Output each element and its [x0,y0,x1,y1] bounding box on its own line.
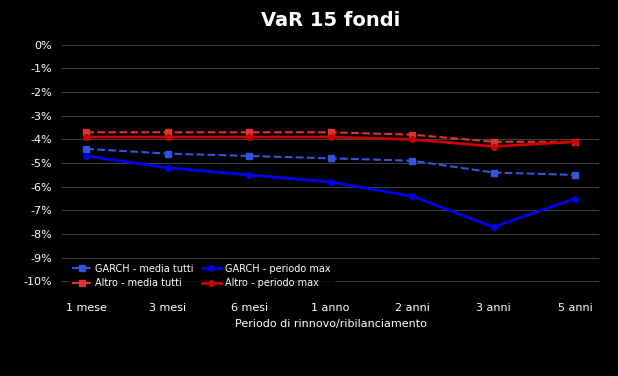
GARCH - media tutti [83,147,90,151]
Line: GARCH - media tutti: GARCH - media tutti [83,146,578,178]
GARCH - periodo max [490,225,497,229]
GARCH - periodo max [408,194,416,199]
Altro - periodo max [245,135,253,139]
Line: Altro - periodo max: Altro - periodo max [83,134,578,149]
GARCH - periodo max [164,165,171,170]
Altro - periodo max [571,139,578,144]
Altro - media tutti [83,130,90,135]
Altro - media tutti [164,130,171,135]
GARCH - media tutti [490,170,497,175]
Altro - periodo max [408,137,416,142]
GARCH - media tutti [571,173,578,177]
Altro - media tutti [327,130,334,135]
Altro - media tutti [408,132,416,137]
Line: GARCH - periodo max: GARCH - periodo max [83,153,578,230]
GARCH - periodo max [571,196,578,201]
Altro - media tutti [490,139,497,144]
Altro - periodo max [164,135,171,139]
GARCH - media tutti [408,158,416,163]
GARCH - periodo max [327,180,334,184]
Altro - periodo max [327,135,334,139]
Altro - periodo max [83,135,90,139]
X-axis label: Periodo di rinnovo/ribilanciamento: Periodo di rinnovo/ribilanciamento [235,318,426,329]
GARCH - media tutti [164,152,171,156]
GARCH - periodo max [83,154,90,158]
Altro - media tutti [245,130,253,135]
Altro - media tutti [571,139,578,144]
Title: VaR 15 fondi: VaR 15 fondi [261,12,400,30]
Legend: GARCH - media tutti, Altro - media tutti, GARCH - periodo max, Altro - periodo m: GARCH - media tutti, Altro - media tutti… [69,261,334,291]
GARCH - media tutti [327,156,334,161]
Altro - periodo max [490,144,497,149]
Line: Altro - media tutti: Altro - media tutti [83,129,578,144]
GARCH - periodo max [245,173,253,177]
GARCH - media tutti [245,154,253,158]
